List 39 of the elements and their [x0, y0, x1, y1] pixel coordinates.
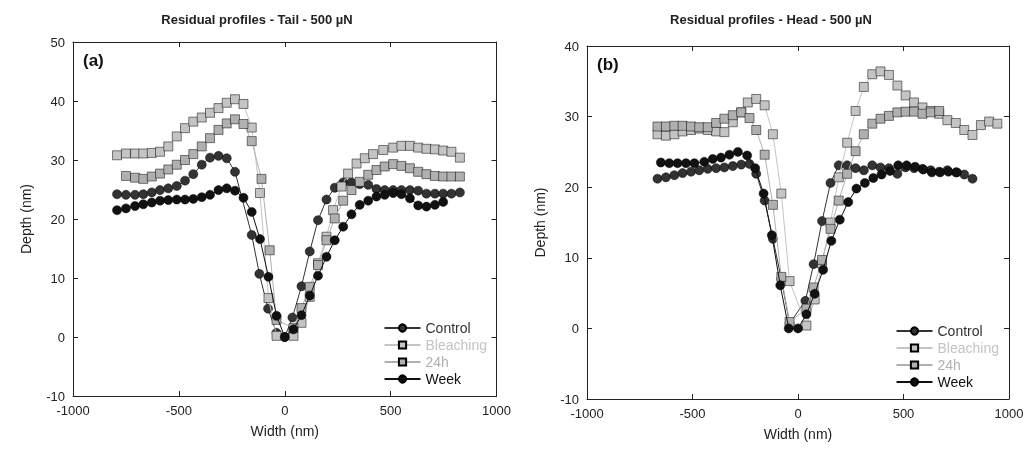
- x-tick-label: 500: [379, 403, 402, 418]
- legend-label: Control: [425, 320, 471, 336]
- chart-title: Residual profiles - Tail - 500 µN: [161, 12, 353, 27]
- x-tick-label: 500: [892, 406, 915, 421]
- x-tick-label: 1000: [482, 403, 511, 418]
- y-axis-title: Depth (nm): [18, 183, 34, 255]
- x-tick-label: -1000: [56, 403, 90, 418]
- x-tick-label: 0: [281, 403, 289, 418]
- annotation: (a): [83, 51, 104, 70]
- legend-label: Week: [937, 374, 975, 390]
- y-tick-label: 30: [564, 109, 579, 125]
- x-tick-label: -500: [165, 403, 192, 418]
- annotation: (b): [597, 55, 619, 74]
- y-tick-label: 10: [50, 270, 65, 286]
- y-tick-label: -10: [560, 391, 579, 407]
- y-tick-label: 0: [571, 320, 579, 336]
- y-axis-title: Depth (nm): [532, 187, 548, 258]
- y-tick-label: 30: [50, 152, 65, 168]
- y-tick-label: 20: [50, 211, 65, 227]
- x-tick-label: 0: [794, 406, 802, 421]
- chart-title: Residual profiles - Head - 500 µN: [670, 12, 872, 27]
- legend-label: Control: [937, 323, 983, 339]
- y-tick-label: 40: [564, 38, 579, 54]
- legend-label: Week: [425, 371, 463, 387]
- x-tick-label: -500: [679, 406, 706, 421]
- x-tick-label: 1000: [994, 406, 1024, 421]
- y-tick-label: 20: [564, 179, 579, 195]
- legend-label: Bleaching: [425, 337, 488, 353]
- y-tick-label: 10: [564, 250, 579, 266]
- legend-label: Bleaching: [937, 340, 1000, 356]
- legend-label: 24h: [425, 354, 449, 370]
- y-tick-label: -10: [46, 388, 65, 404]
- y-tick-label: 0: [57, 329, 65, 345]
- x-tick-label: -1000: [570, 406, 604, 421]
- y-tick-label: 40: [50, 93, 65, 109]
- x-axis-title: Width (nm): [250, 423, 319, 439]
- legend-label: 24h: [937, 357, 961, 373]
- y-tick-label: 50: [50, 34, 65, 50]
- x-axis-title: Width (nm): [763, 426, 833, 442]
